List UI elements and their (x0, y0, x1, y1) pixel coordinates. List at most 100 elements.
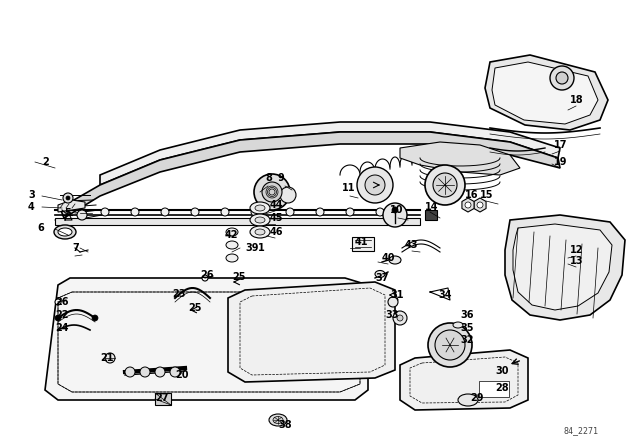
Circle shape (125, 367, 135, 377)
Text: 7: 7 (72, 243, 79, 253)
Ellipse shape (375, 271, 385, 277)
Ellipse shape (226, 228, 238, 236)
Text: 28: 28 (495, 383, 509, 393)
Circle shape (280, 187, 296, 203)
Text: 22: 22 (55, 310, 68, 320)
Circle shape (477, 202, 483, 208)
Polygon shape (505, 215, 625, 320)
Text: 20: 20 (175, 370, 189, 380)
Circle shape (357, 167, 393, 203)
Text: 19: 19 (554, 157, 568, 167)
Circle shape (191, 208, 199, 216)
Text: 36: 36 (460, 310, 474, 320)
Circle shape (170, 367, 180, 377)
Ellipse shape (392, 207, 398, 213)
Text: 24: 24 (55, 323, 68, 333)
Text: 23: 23 (172, 289, 186, 299)
Polygon shape (492, 62, 598, 124)
Circle shape (202, 275, 208, 281)
Circle shape (254, 174, 290, 210)
Polygon shape (100, 122, 560, 185)
Text: 27: 27 (155, 393, 168, 403)
Polygon shape (513, 224, 612, 310)
Circle shape (433, 173, 457, 197)
Text: 1: 1 (258, 243, 265, 253)
Polygon shape (485, 55, 608, 130)
Circle shape (155, 367, 165, 377)
Polygon shape (58, 200, 85, 212)
FancyBboxPatch shape (479, 381, 509, 397)
Text: 17: 17 (554, 140, 568, 150)
Ellipse shape (255, 205, 265, 211)
Ellipse shape (54, 225, 76, 239)
Text: 2: 2 (42, 157, 49, 167)
FancyBboxPatch shape (155, 393, 171, 405)
Circle shape (550, 66, 574, 90)
Circle shape (397, 315, 403, 321)
Text: 9: 9 (278, 173, 285, 183)
Polygon shape (45, 278, 368, 400)
FancyBboxPatch shape (425, 210, 437, 220)
Text: 38: 38 (278, 420, 292, 430)
Circle shape (140, 367, 150, 377)
Ellipse shape (226, 254, 238, 262)
Circle shape (365, 175, 385, 195)
Ellipse shape (250, 202, 270, 214)
Text: 46: 46 (270, 227, 284, 237)
Circle shape (286, 208, 294, 216)
Text: 33: 33 (385, 310, 399, 320)
Circle shape (262, 182, 282, 202)
Circle shape (161, 208, 169, 216)
Text: 18: 18 (570, 95, 584, 105)
Ellipse shape (453, 322, 463, 328)
Circle shape (383, 203, 407, 227)
Circle shape (101, 208, 109, 216)
Circle shape (251, 208, 259, 216)
Text: 26: 26 (55, 297, 68, 307)
Circle shape (63, 193, 73, 203)
Text: 43: 43 (405, 240, 419, 250)
Text: 21: 21 (100, 353, 113, 363)
Ellipse shape (269, 414, 287, 426)
Ellipse shape (389, 256, 401, 264)
Text: 26: 26 (200, 270, 214, 280)
Ellipse shape (250, 214, 270, 226)
Text: 10: 10 (390, 205, 403, 215)
Circle shape (92, 315, 98, 321)
Ellipse shape (226, 241, 238, 249)
Polygon shape (400, 142, 520, 175)
Text: 11: 11 (342, 183, 355, 193)
Circle shape (66, 196, 70, 200)
Circle shape (425, 165, 465, 205)
Polygon shape (228, 282, 395, 382)
Text: 6: 6 (37, 223, 44, 233)
Circle shape (105, 353, 115, 363)
Text: 5: 5 (64, 208, 71, 218)
Polygon shape (474, 198, 486, 212)
Text: 3: 3 (28, 190, 35, 200)
Text: 34: 34 (438, 290, 451, 300)
Polygon shape (55, 218, 420, 225)
Text: 41: 41 (355, 237, 369, 247)
Circle shape (388, 297, 398, 307)
Ellipse shape (58, 228, 72, 236)
Circle shape (55, 315, 61, 321)
Circle shape (316, 208, 324, 216)
Circle shape (393, 311, 407, 325)
Text: 45: 45 (270, 213, 284, 223)
Ellipse shape (255, 217, 265, 223)
Text: 15: 15 (480, 190, 493, 200)
Circle shape (465, 202, 471, 208)
Text: 29: 29 (470, 393, 483, 403)
Circle shape (77, 210, 87, 220)
Text: 30: 30 (495, 366, 509, 376)
Text: 35: 35 (460, 323, 474, 333)
Text: 31: 31 (390, 290, 403, 300)
Text: 16: 16 (465, 190, 479, 200)
FancyBboxPatch shape (352, 237, 374, 251)
Circle shape (221, 208, 229, 216)
Text: 44: 44 (270, 200, 284, 210)
Ellipse shape (273, 417, 283, 423)
Text: 8: 8 (265, 173, 272, 183)
Text: 37: 37 (375, 273, 388, 283)
